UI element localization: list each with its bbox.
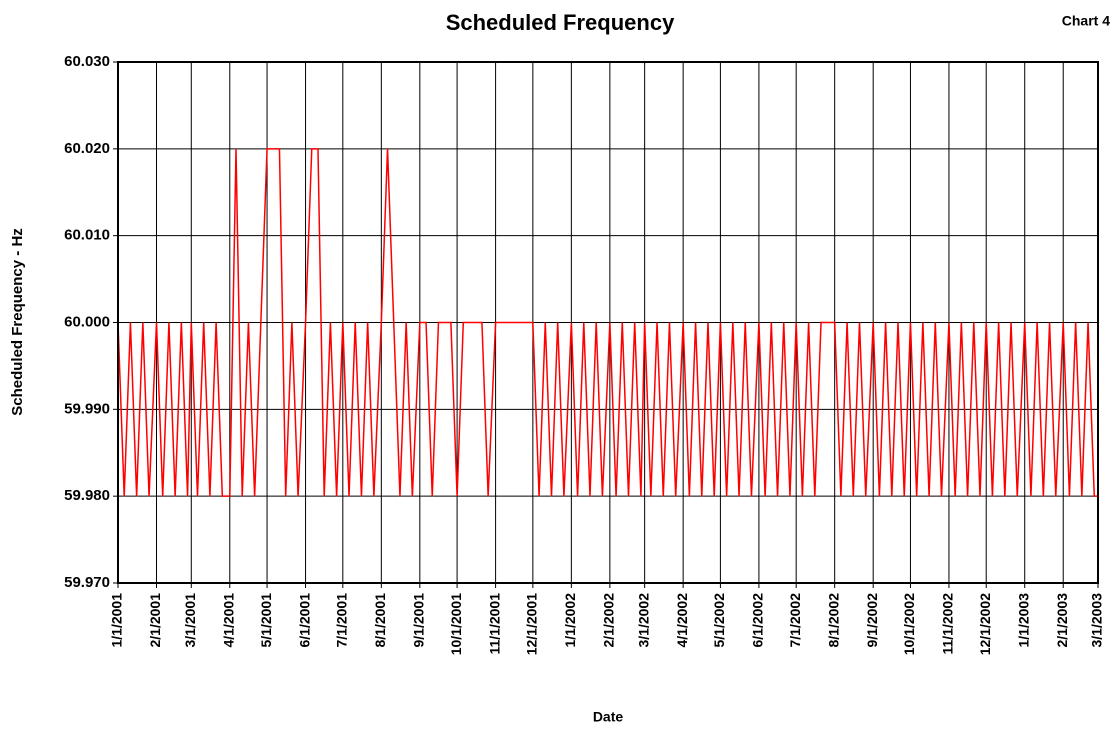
y-axis-label: Scheduled Frequency - Hz — [9, 228, 26, 416]
x-tick-label: 3/1/2002 — [635, 593, 651, 648]
x-tick-label: 6/1/2002 — [750, 593, 766, 648]
y-tick-label: 59.970 — [64, 574, 110, 591]
x-tick-label: 5/1/2002 — [711, 593, 727, 648]
x-tick-label: 12/1/2002 — [977, 593, 993, 655]
plot-border — [117, 61, 1099, 584]
y-tick-label: 59.980 — [64, 487, 110, 504]
x-tick-label: 1/1/2001 — [109, 593, 125, 648]
x-tick-label: 2/1/2002 — [601, 593, 617, 648]
x-tick-label: 2/1/2001 — [147, 593, 163, 648]
x-tick-label: 5/1/2001 — [258, 593, 274, 648]
x-tick-label: 1/1/2002 — [562, 593, 578, 648]
x-tick-label: 8/1/2001 — [372, 593, 388, 648]
x-tick-label: 10/1/2001 — [448, 593, 464, 655]
y-tick-label: 60.010 — [64, 227, 110, 244]
x-tick-label: 7/1/2001 — [334, 593, 350, 648]
y-tick-label: 60.030 — [64, 53, 110, 70]
chart-title: Scheduled Frequency — [446, 10, 675, 35]
y-tick-label: 59.990 — [64, 400, 110, 417]
x-tick-label: 3/1/2001 — [182, 593, 198, 648]
x-tick-label: 11/1/2002 — [940, 593, 956, 655]
x-tick-label: 12/1/2001 — [524, 593, 540, 655]
x-tick-label: 1/1/2003 — [1015, 593, 1031, 648]
x-axis-label: Date — [593, 709, 624, 725]
x-tick-label: 11/1/2001 — [486, 593, 502, 655]
x-tick-label: 6/1/2001 — [296, 593, 312, 648]
x-tick-label: 3/1/2003 — [1089, 593, 1105, 648]
x-tick-label: 9/1/2002 — [864, 593, 880, 648]
x-tick-label: 7/1/2002 — [787, 593, 803, 648]
chart-annotation: Chart 4 — [1062, 13, 1110, 29]
x-tick-label: 9/1/2001 — [411, 593, 427, 648]
x-tick-label: 8/1/2002 — [825, 593, 841, 648]
series-line — [117, 148, 1098, 497]
x-tick-label: 10/1/2002 — [901, 593, 917, 655]
y-tick-label: 60.020 — [64, 140, 110, 157]
y-tick-label: 60.000 — [64, 313, 110, 330]
x-tick-label: 4/1/2002 — [674, 593, 690, 648]
x-tick-label: 4/1/2001 — [220, 593, 236, 648]
x-tick-label: 2/1/2003 — [1054, 593, 1070, 648]
